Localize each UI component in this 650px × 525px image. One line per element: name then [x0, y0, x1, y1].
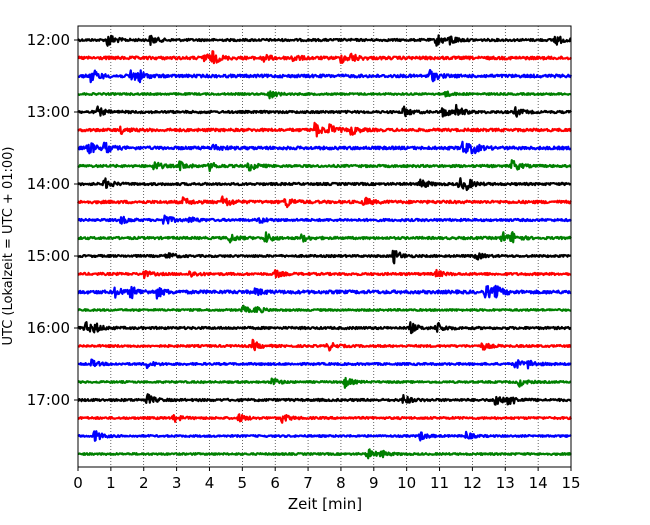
- trace-1700: [77, 393, 572, 406]
- y-tick-label-13:00: 13:00: [27, 103, 70, 121]
- trace-1230: [77, 68, 573, 84]
- y-axis-label: UTC (Lokalzeit = UTC + 01:00): [1, 147, 16, 346]
- trace-1215: [77, 50, 572, 65]
- trace-1715: [77, 413, 573, 424]
- x-tick-label-2: 2: [139, 474, 149, 492]
- x-tick-label-3: 3: [172, 474, 182, 492]
- trace-1430: [77, 214, 572, 225]
- x-tick-label-1: 1: [106, 474, 116, 492]
- trace-1330: [77, 140, 572, 155]
- x-tick-label-10: 10: [397, 474, 416, 492]
- trace-1300: [77, 103, 572, 118]
- trace-1530: [77, 284, 572, 300]
- trace-1545: [77, 304, 572, 314]
- trace-1730: [77, 430, 572, 442]
- x-tick-label-0: 0: [73, 474, 83, 492]
- x-tick-label-15: 15: [561, 474, 580, 492]
- x-tick-label-5: 5: [238, 474, 248, 492]
- x-tick-label-6: 6: [270, 474, 280, 492]
- x-tick-label-7: 7: [303, 474, 313, 492]
- y-tick-label-17:00: 17:00: [27, 391, 70, 409]
- axis-ticks: 0 1 2 3 4 5 6 7 8 9 10 11 12 13 14 1512:0013:0014:0015:…: [27, 31, 581, 492]
- trace-1745: [77, 448, 572, 460]
- trace-1445: [77, 231, 572, 244]
- plot-frame: [77, 25, 572, 468]
- x-tick-label-11: 11: [430, 474, 449, 492]
- y-tick-label-14:00: 14:00: [27, 175, 70, 193]
- trace-1515: [77, 268, 572, 280]
- trace-1645: [77, 376, 572, 389]
- trace-1200: [77, 34, 572, 47]
- y-tick-label-12:00: 12:00: [27, 31, 70, 49]
- trace-1400: [77, 177, 572, 192]
- y-tick-label-16:00: 16:00: [27, 319, 70, 337]
- x-tick-label-13: 13: [496, 474, 515, 492]
- trace-1245: [77, 90, 572, 100]
- trace-1615: [77, 338, 572, 352]
- x-tick-label-12: 12: [463, 474, 482, 492]
- x-tick-label-8: 8: [336, 474, 346, 492]
- x-axis-label: Zeit [min]: [288, 495, 362, 513]
- trace-1345: [77, 159, 572, 173]
- y-tick-label-15:00: 15:00: [27, 247, 70, 265]
- trace-1415: [77, 195, 572, 209]
- x-tick-label-9: 9: [369, 474, 379, 492]
- trace-1630: [77, 358, 572, 370]
- x-tick-label-14: 14: [529, 474, 548, 492]
- x-tick-label-4: 4: [205, 474, 215, 492]
- trace-1600: [77, 321, 572, 335]
- trace-1500: [77, 249, 572, 265]
- trace-1315: [77, 121, 572, 138]
- seismic-traces: [77, 34, 573, 460]
